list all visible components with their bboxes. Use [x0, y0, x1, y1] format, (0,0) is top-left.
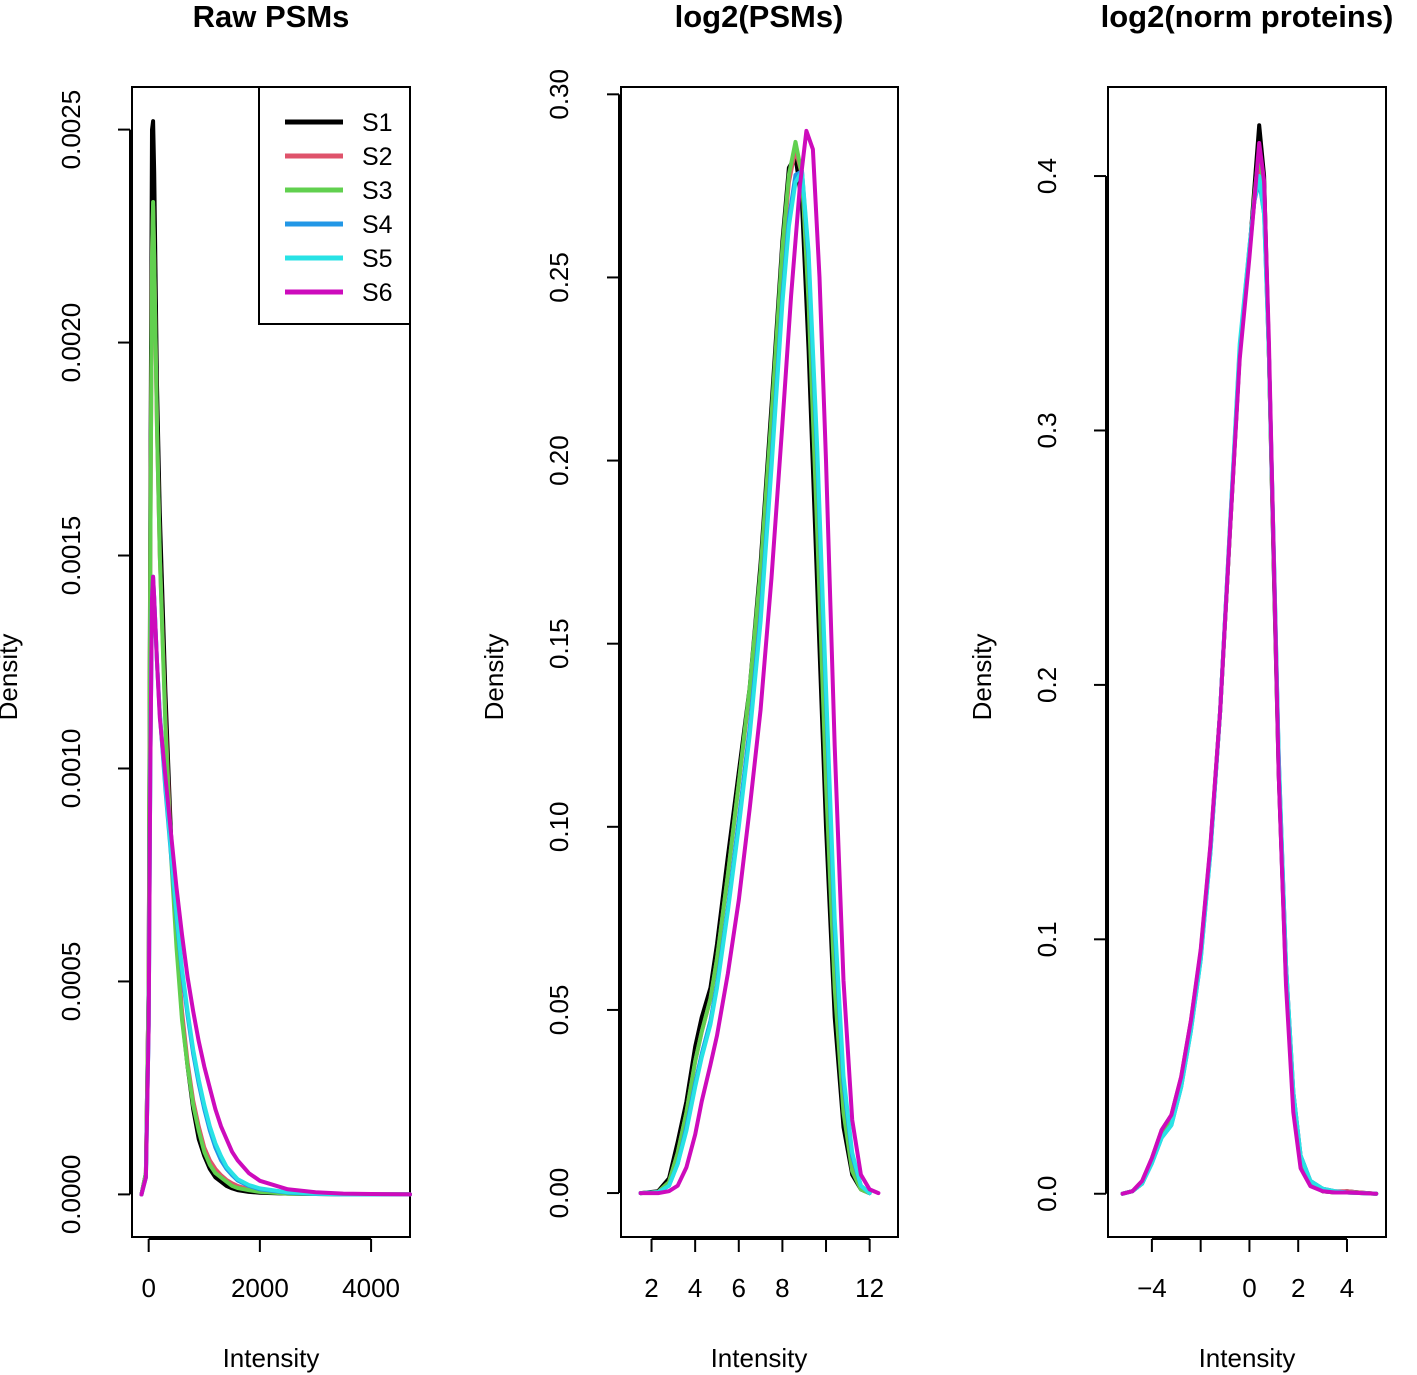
y-axis-label: Density — [967, 634, 997, 721]
x-tick-label: 12 — [855, 1273, 884, 1303]
y-tick-label: 0.10 — [544, 802, 574, 853]
panel-1: Raw PSMs 0 2000 4000 0.0000 0.0005 0.0010 0.001… — [0, 0, 412, 1373]
panel-title: log2(PSMs) — [675, 0, 844, 34]
series-line-s1 — [1120, 123, 1379, 1196]
panel-title: log2(norm proteins) — [1101, 0, 1394, 34]
y-tick-label: 0.2 — [1032, 667, 1062, 703]
y-tick-label: 0.0025 — [56, 90, 86, 170]
x-tick-label: 0 — [1242, 1273, 1256, 1303]
y-tick-label: 0.4 — [1032, 158, 1062, 194]
x-tick-label: 4000 — [342, 1273, 400, 1303]
series-line-s4 — [1120, 179, 1379, 1196]
series-line-s2 — [139, 204, 412, 1197]
panel-title: Raw PSMs — [193, 0, 350, 34]
legend-box — [258, 86, 411, 325]
legend-label: S1 — [362, 109, 393, 137]
y-tick-label: 0.20 — [544, 435, 574, 486]
y-tick-label: 0.3 — [1032, 412, 1062, 448]
x-tick-label: 0 — [141, 1273, 155, 1303]
series-line-s6 — [139, 574, 412, 1197]
x-tick-label: 6 — [732, 1273, 746, 1303]
x-axis-label: Intensity — [711, 1343, 808, 1373]
series-line-s3 — [1120, 148, 1379, 1196]
series-line-s5 — [139, 579, 412, 1197]
series-line-s3 — [638, 139, 872, 1196]
x-tick-label: 8 — [775, 1273, 789, 1303]
legend-label: S3 — [362, 177, 393, 205]
x-tick-label: −4 — [1137, 1273, 1167, 1303]
y-tick-label: 0.0010 — [56, 729, 86, 809]
series-line-s2 — [1120, 161, 1379, 1196]
panel-3: log2(norm proteins) −4 0 2 4 0.0 0.1 0.2 0.3 0.4 I… — [967, 0, 1393, 1373]
legend-label: S6 — [362, 279, 393, 307]
series-line-s5 — [1120, 174, 1379, 1196]
y-tick-label: 0.1 — [1032, 921, 1062, 957]
legend: S1 S2 S3 S4 S5 S6 — [258, 86, 411, 325]
series-line-s6 — [1120, 141, 1379, 1196]
y-tick-label: 0.0015 — [56, 516, 86, 596]
plot-frame — [620, 86, 899, 1238]
y-tick-label: 0.00 — [544, 1168, 574, 1219]
series-line-s3 — [139, 200, 412, 1197]
legend-label: S5 — [362, 245, 393, 273]
x-tick-label: 2 — [644, 1273, 658, 1303]
x-tick-label: 4 — [688, 1273, 702, 1303]
x-axis-label: Intensity — [1199, 1343, 1296, 1373]
y-tick-label: 0.25 — [544, 252, 574, 303]
y-tick-label: 0.15 — [544, 618, 574, 669]
y-tick-label: 0.0020 — [56, 303, 86, 383]
x-tick-label: 2 — [1291, 1273, 1305, 1303]
y-tick-label: 0.0005 — [56, 942, 86, 1022]
x-axis-label: Intensity — [223, 1343, 320, 1373]
y-axis-label: Density — [0, 634, 23, 721]
x-tick-label: 4 — [1340, 1273, 1354, 1303]
legend-label: S2 — [362, 143, 393, 171]
series-line-s6 — [638, 128, 881, 1196]
series-line-s4 — [139, 574, 412, 1197]
y-tick-label: 0.05 — [544, 985, 574, 1036]
y-tick-label: 0.30 — [544, 69, 574, 120]
legend-label: S4 — [362, 211, 393, 239]
x-tick-label: 2000 — [231, 1273, 289, 1303]
y-tick-label: 0.0000 — [56, 1155, 86, 1235]
panel-2: log2(PSMs) 2 4 6 8 12 0.00 0.05 0.10 0.15 0.20 0.25… — [479, 0, 899, 1373]
y-axis-label: Density — [479, 634, 509, 721]
y-tick-label: 0.0 — [1032, 1176, 1062, 1212]
plot-frame — [1107, 86, 1387, 1238]
series-line-s5 — [638, 169, 872, 1196]
